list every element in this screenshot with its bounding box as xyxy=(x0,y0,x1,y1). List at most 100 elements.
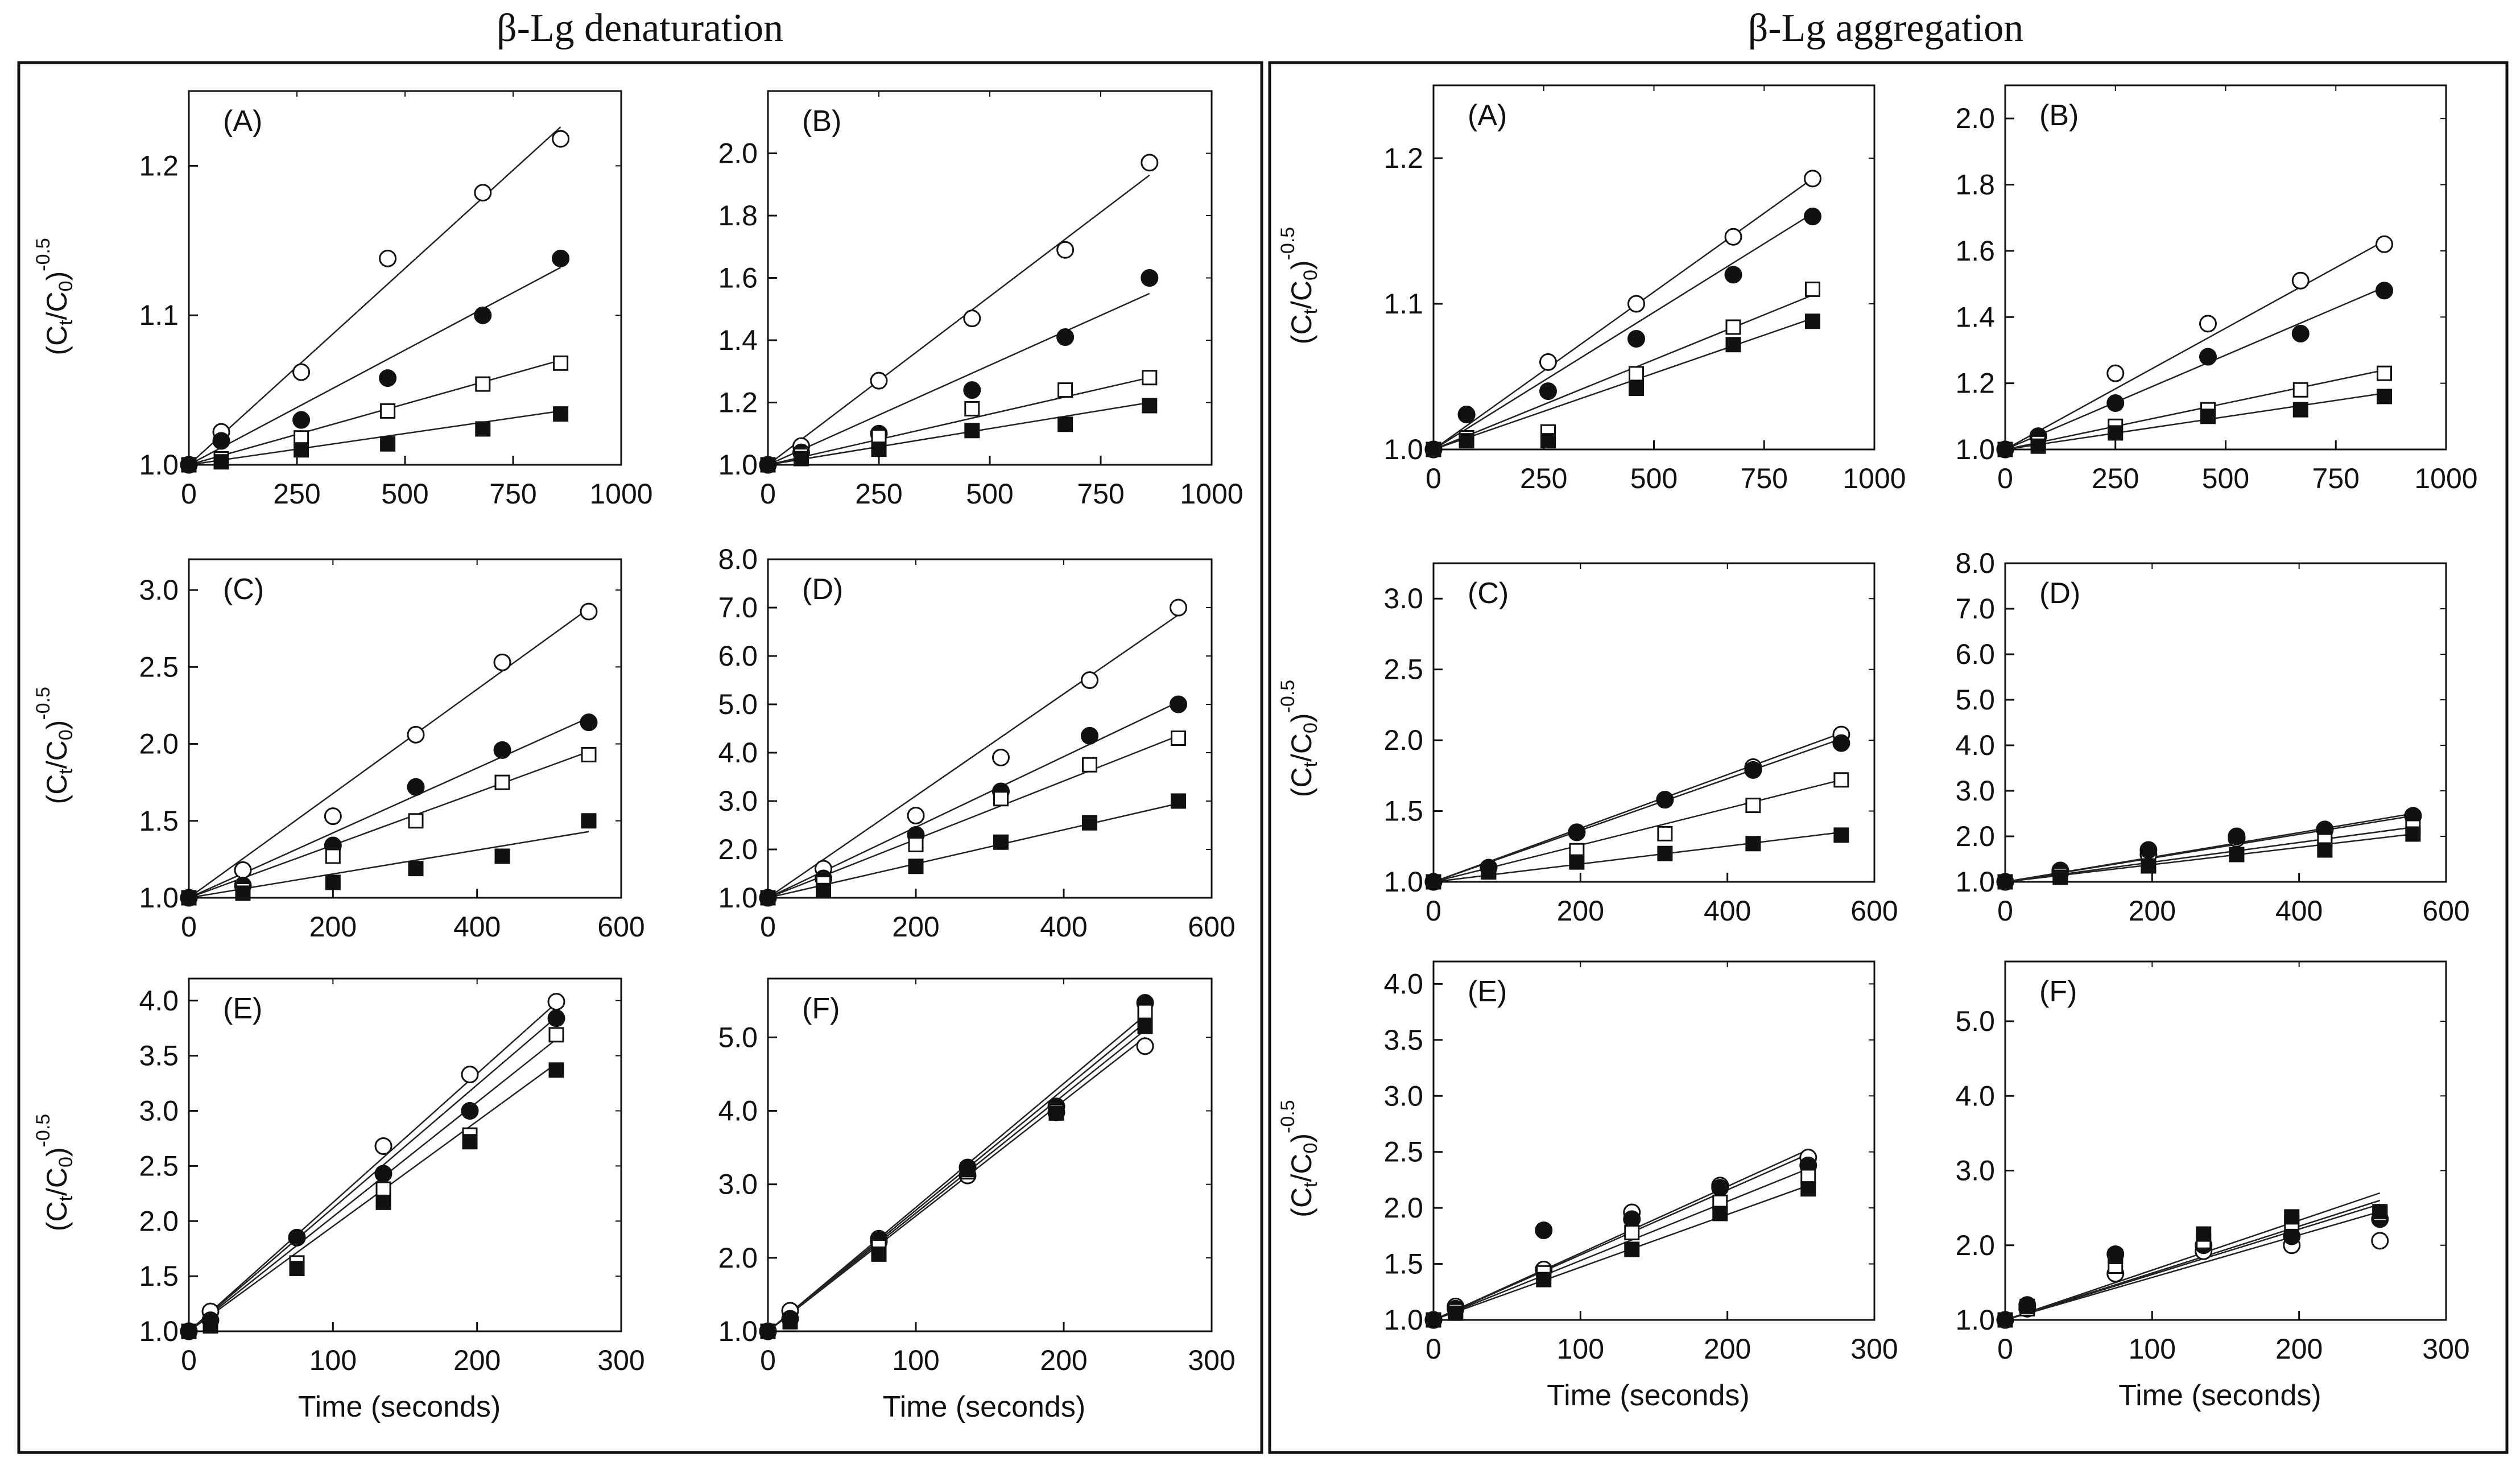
open-square-marker xyxy=(2292,382,2308,398)
x-tick-label: 0 xyxy=(760,1344,776,1376)
denaturation-group-title: β-Lg denaturation xyxy=(497,6,783,50)
filled-square-marker xyxy=(294,442,309,458)
filled-square-marker xyxy=(1171,793,1186,809)
y-axis-label: (Ct/C0)-0.5 xyxy=(32,1114,77,1231)
fit-line xyxy=(767,1022,1146,1332)
open-square-marker xyxy=(325,848,341,864)
filled-square-marker xyxy=(1082,815,1097,831)
x-tick-label: 0 xyxy=(181,478,197,510)
panel-label: (D) xyxy=(802,573,843,606)
fit-line xyxy=(2005,286,2385,451)
x-tick-label: 300 xyxy=(2422,1333,2469,1365)
y-tick-label: 1.0 xyxy=(1383,866,1423,898)
filled-square-marker xyxy=(181,1323,197,1339)
y-axis-label: (Ct/C0)-0.5 xyxy=(1277,680,1321,797)
aggregation-panel-d: (D) 0 200 400 600 1.0 2.0 3.0 4.0 5.0 6.0 7.0 8.0 xyxy=(1955,547,2469,927)
filled-square-marker xyxy=(1833,827,1849,843)
open-circle-marker xyxy=(461,1066,479,1084)
x-tick-label: 500 xyxy=(966,478,1013,510)
y-tick-label: 2.5 xyxy=(1383,1136,1423,1168)
y-tick-label: 4.0 xyxy=(718,1095,758,1127)
y-tick-label: 1.4 xyxy=(718,324,758,356)
open-circle-marker xyxy=(2106,364,2125,382)
y-tick-label: 1.6 xyxy=(1955,235,1995,267)
filled-square-marker xyxy=(462,1134,478,1150)
denaturation-panel-c: (C) 0 200 400 600 1.0 1.5 2.0 2.5 3.0 (Ct/C0)-0.5 xyxy=(32,558,645,943)
denaturation-panel-e: (E) 0 100 200 300 1.0 1.5 2.0 2.5 3.0 3.5 4.0 (Ct/C0… xyxy=(32,977,645,1423)
x-tick-label: 200 xyxy=(1040,1344,1087,1376)
y-tick-label: 6.0 xyxy=(1955,638,1995,670)
open-square-marker xyxy=(1082,757,1097,773)
x-tick-label: 600 xyxy=(1850,895,1898,927)
fit-line xyxy=(1433,831,1842,883)
x-tick-label: 750 xyxy=(1077,478,1124,510)
plot-frame xyxy=(2004,960,2447,1321)
x-tick-label: 300 xyxy=(1188,1344,1235,1376)
denaturation-panel-b: (B) 0 250 500 750 1000 1.0 1.2 1.4 1.6 1.8 2.0 xyxy=(718,90,1244,510)
x-tick-label: 250 xyxy=(2092,463,2139,494)
y-tick-label: 4.0 xyxy=(1383,968,1423,1000)
y-tick-label: 3.0 xyxy=(718,1169,758,1200)
filled-square-marker xyxy=(1657,845,1673,861)
x-tick-label: 750 xyxy=(489,478,536,510)
filled-circle-marker xyxy=(1081,727,1098,745)
x-tick-label: 200 xyxy=(309,911,357,943)
open-square-marker xyxy=(375,1181,391,1197)
y-tick-label: 1.4 xyxy=(1955,301,1995,333)
denaturation-panel-d: (D) 0 200 400 600 1.0 2.0 3.0 4.0 5.0 6.0 7.0 8.0 xyxy=(718,543,1235,943)
y-tick-label: 5.0 xyxy=(718,688,758,720)
y-tick-label: 2.0 xyxy=(1955,1229,1995,1261)
open-circle-marker xyxy=(1056,241,1075,259)
denaturation-group-frame xyxy=(17,61,1263,1454)
fit-line xyxy=(188,831,589,899)
filled-square-marker xyxy=(475,421,491,437)
filled-square-marker xyxy=(1725,337,1741,353)
filled-square-marker xyxy=(548,1062,564,1078)
panel-label: (A) xyxy=(1468,99,1507,132)
x-tick-label: 400 xyxy=(1704,895,1751,927)
open-square-marker xyxy=(1657,826,1673,841)
fit-line xyxy=(767,803,1179,899)
y-tick-label: 7.0 xyxy=(718,592,758,624)
panel-label: (E) xyxy=(223,992,262,1025)
filled-circle-marker xyxy=(2106,394,2125,412)
y-tick-label: 4.0 xyxy=(1955,729,1995,761)
aggregation-group-title: β-Lg aggregation xyxy=(1748,6,2024,50)
filled-circle-marker xyxy=(1535,1221,1553,1239)
filled-square-marker xyxy=(993,834,1009,850)
y-tick-label: 6.0 xyxy=(718,640,758,672)
x-tick-label: 600 xyxy=(1188,911,1235,943)
filled-circle-marker xyxy=(374,1165,393,1183)
filled-square-marker xyxy=(964,423,980,439)
open-circle-marker xyxy=(870,372,888,390)
plot-frame xyxy=(1432,562,1875,883)
fit-line xyxy=(188,266,561,466)
y-tick-label: 2.0 xyxy=(718,1242,758,1274)
x-tick-label: 750 xyxy=(2312,463,2360,494)
filled-circle-marker xyxy=(1457,406,1476,424)
plot-frame xyxy=(767,558,1213,899)
filled-circle-marker xyxy=(292,411,311,429)
y-tick-label: 3.0 xyxy=(1383,1080,1423,1112)
filled-circle-marker xyxy=(1056,328,1075,346)
filled-circle-marker xyxy=(552,249,570,267)
filled-square-marker xyxy=(181,457,197,473)
y-tick-label: 1.2 xyxy=(1955,368,1995,399)
filled-square-marker xyxy=(375,1194,391,1210)
y-tick-label: 1.5 xyxy=(1383,795,1423,827)
fit-line xyxy=(767,292,1150,466)
fit-line xyxy=(188,1063,557,1332)
y-tick-label: 1.0 xyxy=(139,882,179,914)
fit-line xyxy=(188,359,561,466)
y-tick-label: 5.0 xyxy=(1955,1005,1995,1037)
filled-circle-marker xyxy=(547,1009,565,1027)
panel-label: (D) xyxy=(2039,577,2080,610)
filled-square-marker xyxy=(794,451,809,467)
x-tick-label: 0 xyxy=(1426,895,1441,927)
y-tick-label: 1.2 xyxy=(718,387,758,419)
fit-line xyxy=(1433,779,1842,883)
y-tick-label: 1.6 xyxy=(718,262,758,294)
open-circle-marker xyxy=(963,309,981,328)
panel-label: (C) xyxy=(1468,577,1509,610)
filled-circle-marker xyxy=(379,369,397,387)
